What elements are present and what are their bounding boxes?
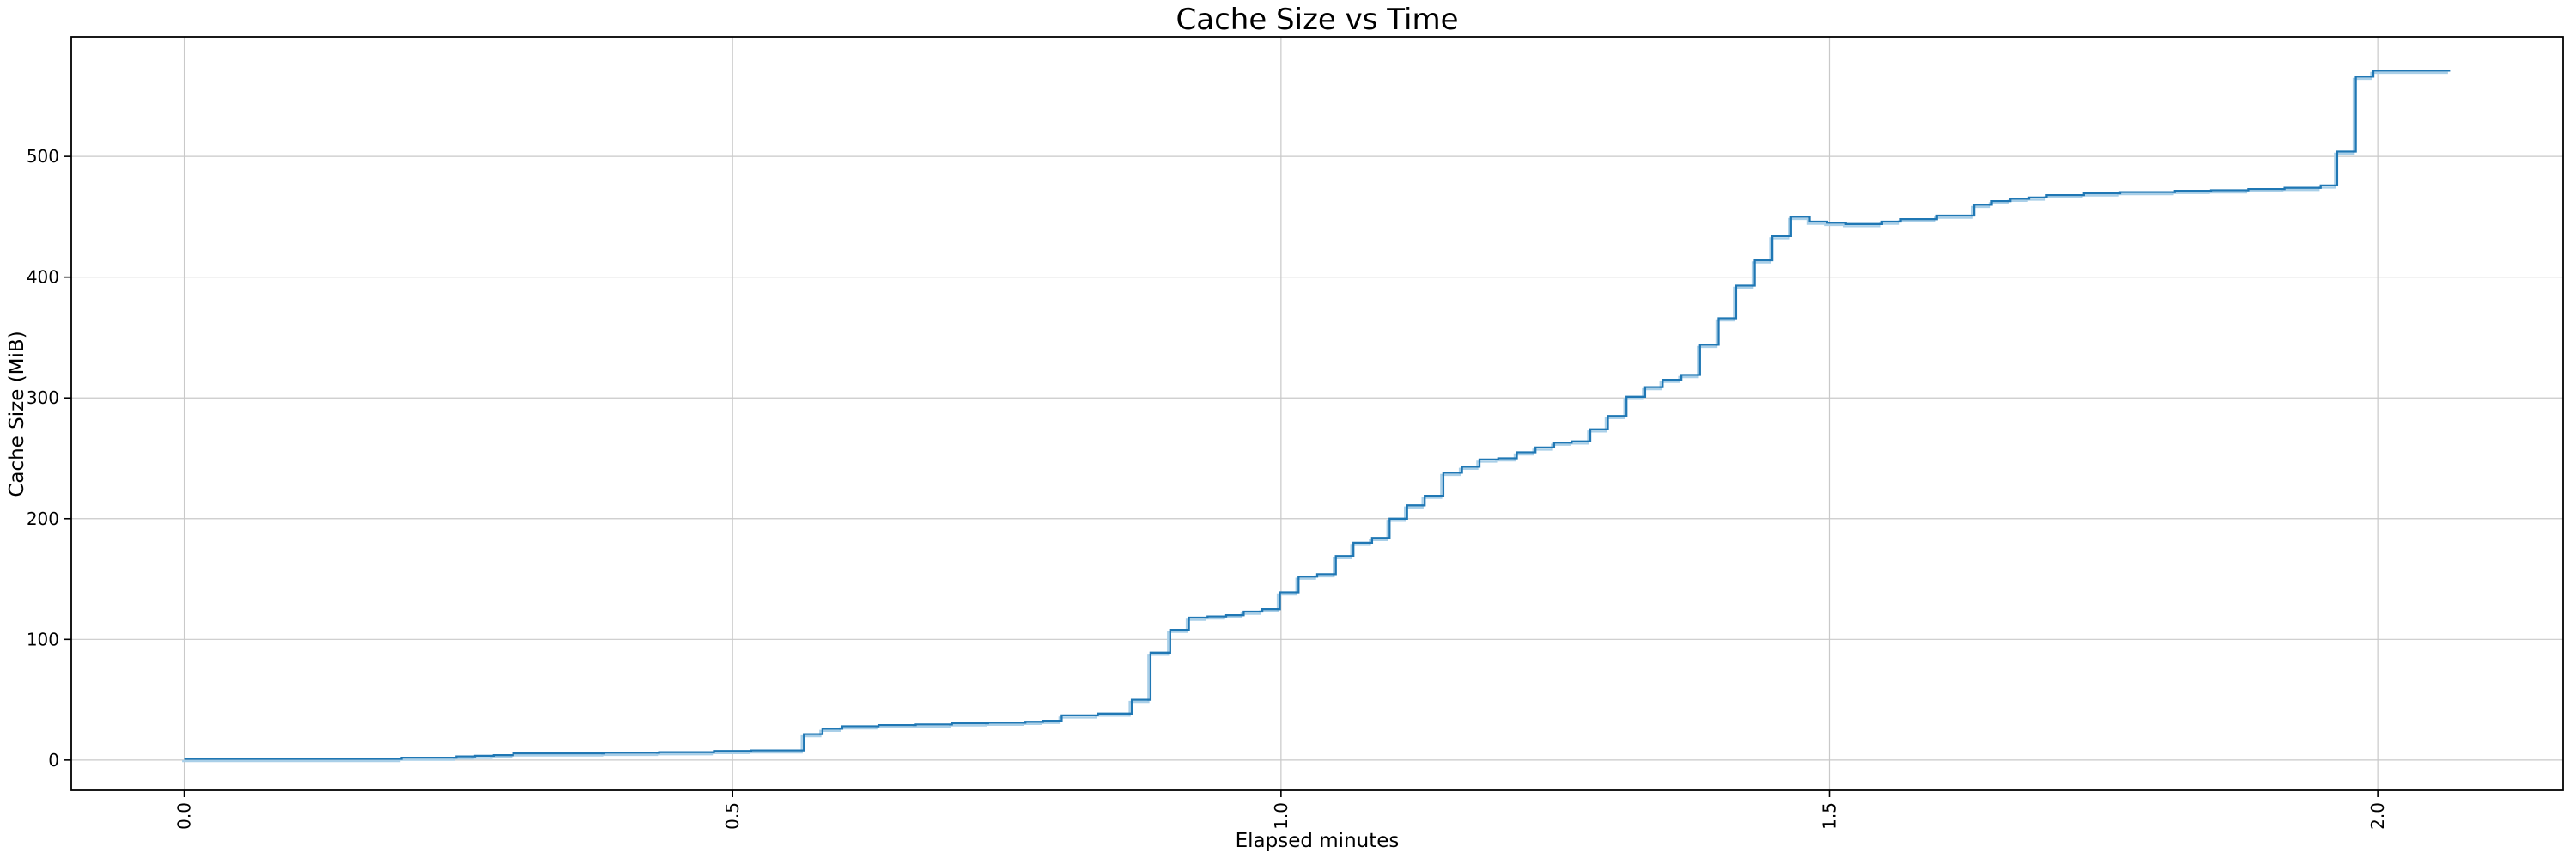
chart-title: Cache Size vs Time (1176, 3, 1459, 37)
x-tick-label: 1.5 (1819, 802, 1839, 830)
x-tick-label: 0.5 (722, 802, 743, 830)
gridlines (71, 37, 2563, 790)
data-series (182, 70, 2451, 763)
y-tick-label: 0 (48, 750, 59, 771)
y-axis-label: Cache Size (MiB) (6, 331, 28, 497)
y-tick-label: 100 (27, 629, 59, 649)
step-line (184, 70, 2451, 760)
y-tick-label: 400 (27, 267, 59, 288)
y-tick-label: 500 (27, 146, 59, 167)
y-tick-label: 300 (27, 387, 59, 408)
step-line-halo (182, 71, 2448, 763)
plot-border (70, 36, 2564, 791)
x-tick-label: 0.0 (174, 802, 195, 830)
x-axis-label: Elapsed minutes (1236, 830, 1400, 852)
y-tick-label: 200 (27, 509, 59, 529)
axis-ticks: 0.0 0.5 1.0 1.5 2.0 0 100 200 300 400 500 (27, 146, 2388, 830)
x-tick-label: 1.0 (1271, 802, 1291, 830)
x-tick-label: 2.0 (2367, 802, 2388, 830)
